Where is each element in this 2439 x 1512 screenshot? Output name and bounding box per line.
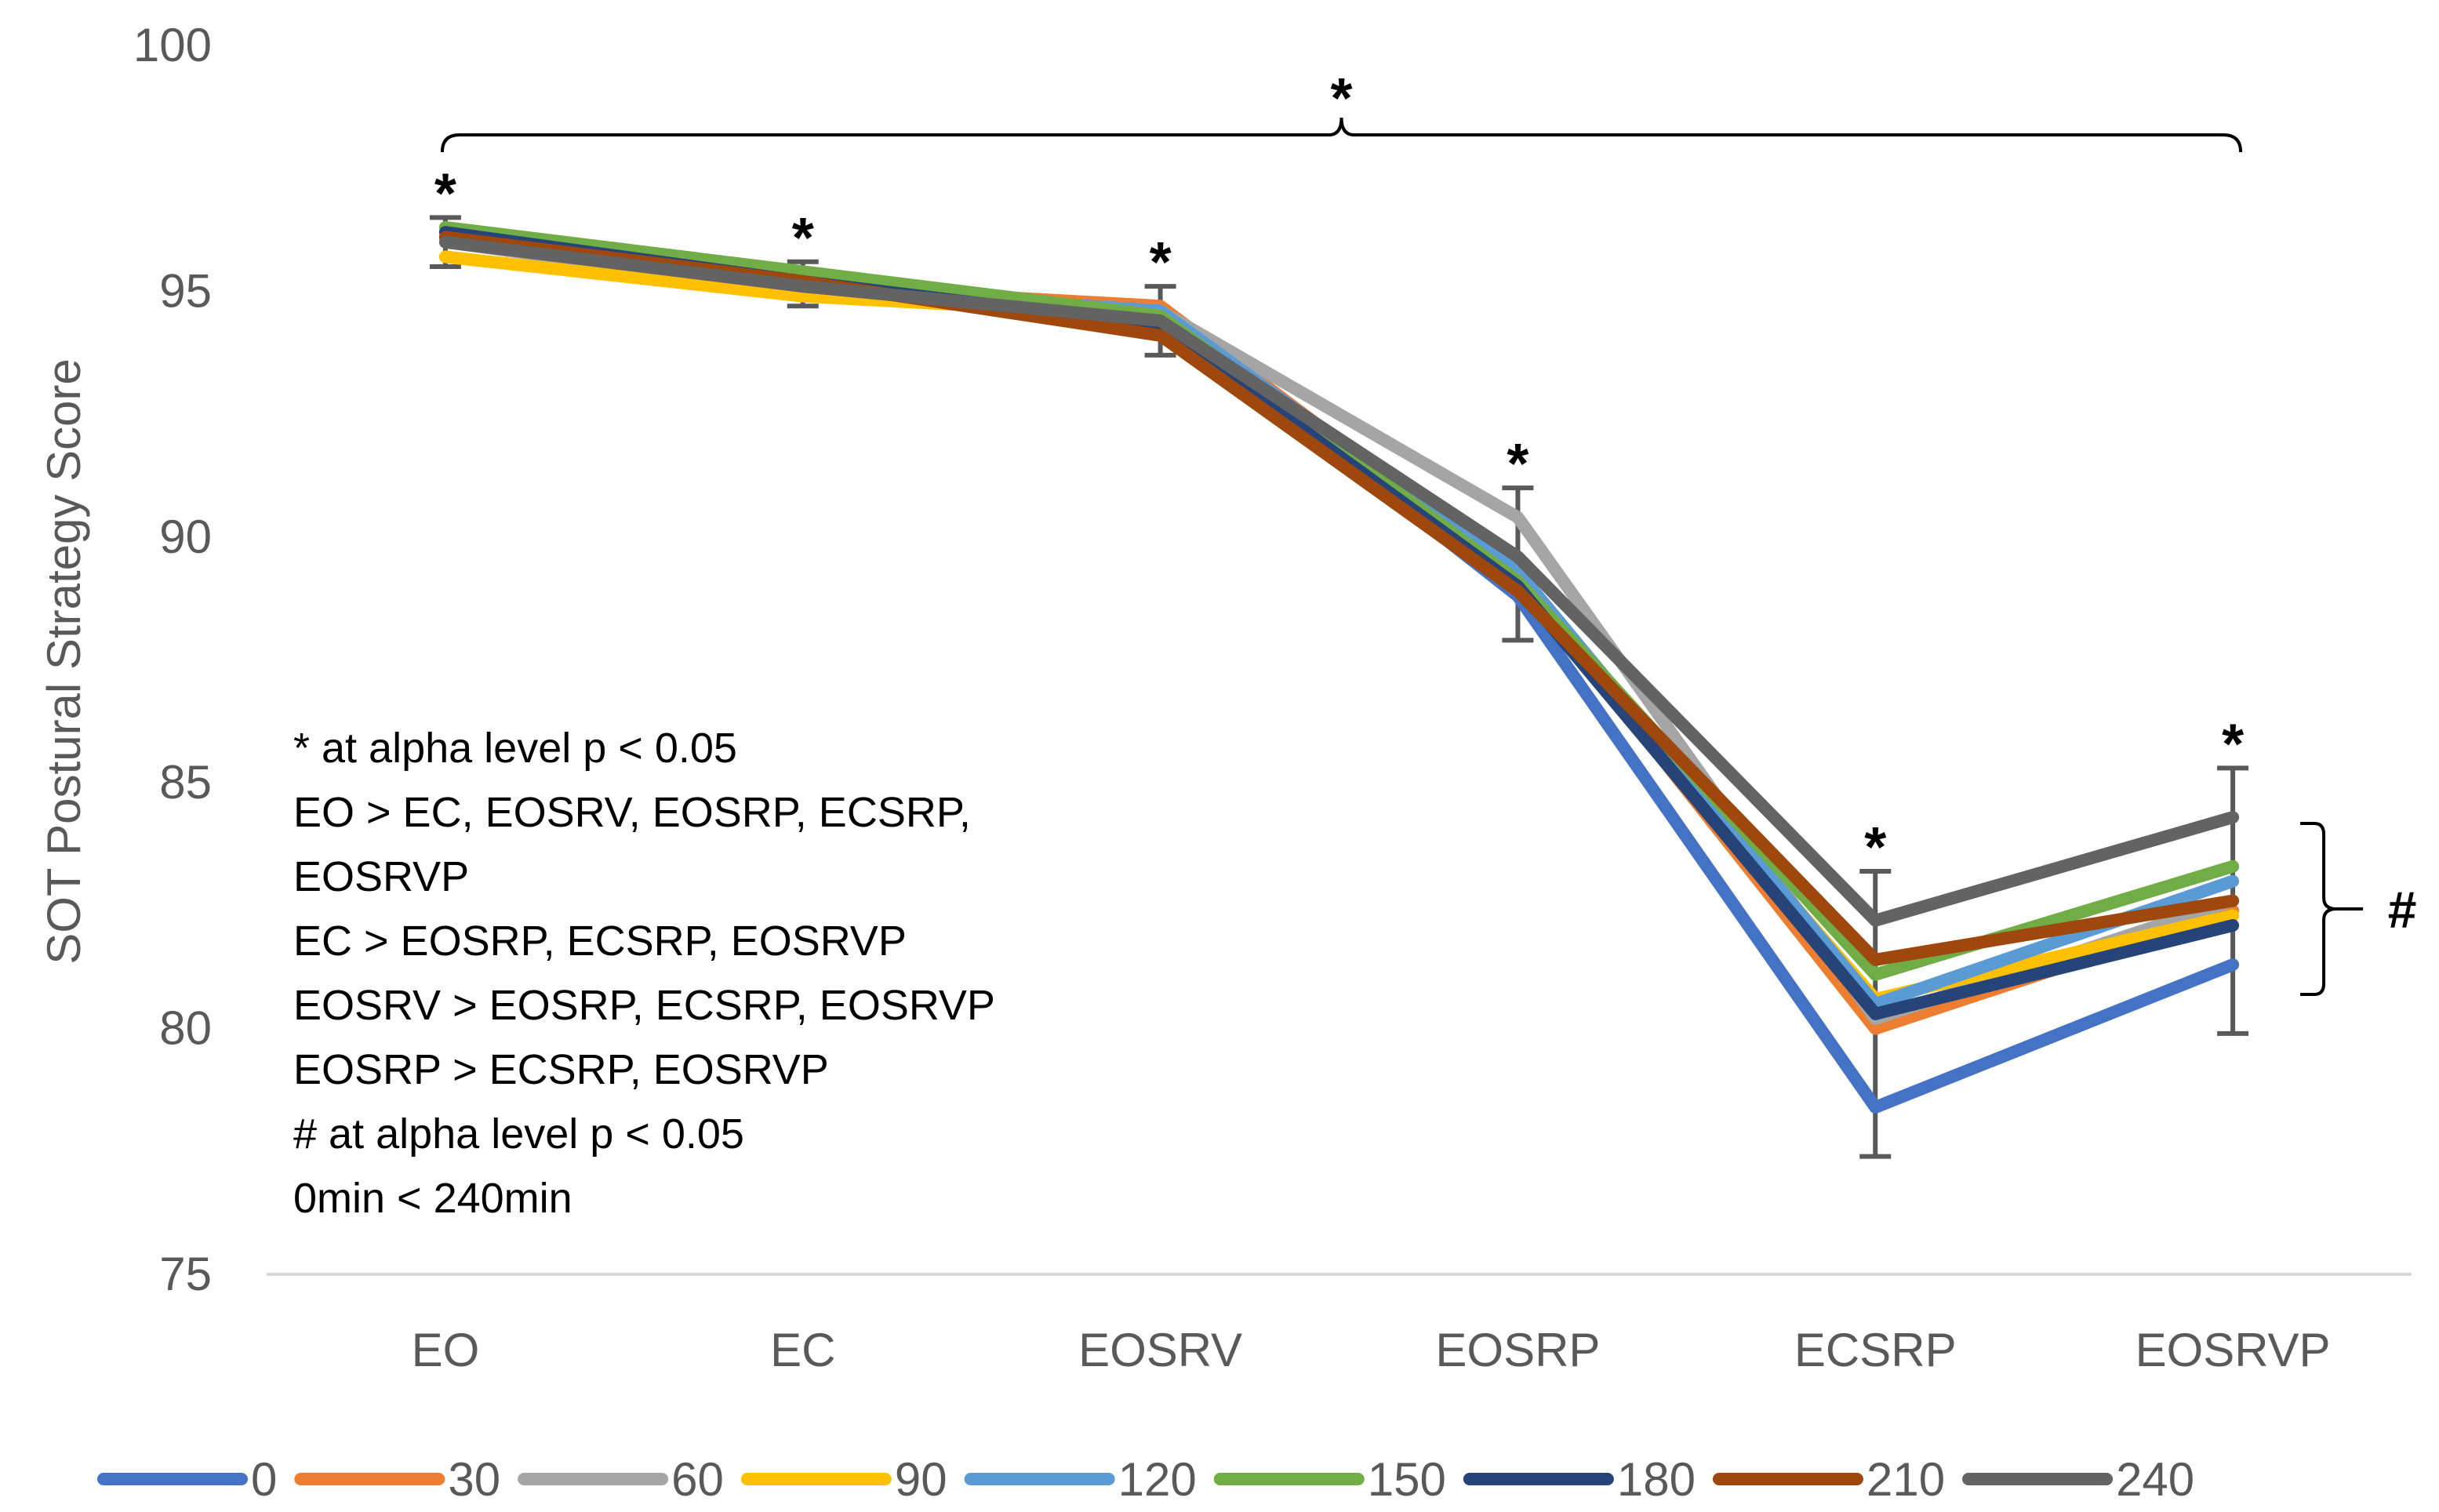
x-tick-label: ECSRP bbox=[1794, 1324, 1957, 1376]
annotation-line: EOSRP > ECSRP, EOSRVP bbox=[293, 1046, 829, 1093]
annotation-line: EOSRV > EOSRP, ECSRP, EOSRVP bbox=[293, 982, 995, 1029]
annotation-line: EO > EC, EOSRV, EOSRP, ECSRP, bbox=[293, 789, 971, 836]
annotation-line: EC > EOSRP, ECSRP, EOSRVP bbox=[293, 918, 907, 965]
y-tick-label: 80 bbox=[159, 1002, 212, 1055]
significance-star: * bbox=[1507, 433, 1528, 496]
y-tick-label: 90 bbox=[159, 511, 212, 563]
annotation-block: * at alpha level p < 0.05 EO > EC, EOSRV,… bbox=[293, 725, 995, 1222]
significance-star: * bbox=[2222, 713, 2244, 776]
y-tick-label: 85 bbox=[159, 756, 212, 809]
significance-group: * * * * * * * # bbox=[434, 67, 2417, 996]
side-bracket-label: # bbox=[2388, 881, 2417, 939]
legend-label-0: 0 bbox=[251, 1453, 277, 1506]
axes-group: 75 80 85 90 95 100 EO EC EOSRV EOSRP ECSRP EOSRVP SO… bbox=[38, 19, 2412, 1376]
annotation-line: EOSRVP bbox=[293, 853, 469, 900]
y-axis-title: SOT Postural Strategy Score bbox=[38, 358, 90, 965]
legend-label-30: 30 bbox=[448, 1453, 500, 1506]
annotation-line: * at alpha level p < 0.05 bbox=[293, 725, 737, 772]
x-tick-label: EC bbox=[770, 1324, 835, 1376]
significance-star: * bbox=[1150, 231, 1172, 294]
legend-label-120: 120 bbox=[1118, 1453, 1197, 1506]
legend-label-180: 180 bbox=[1617, 1453, 1696, 1506]
series-line-30 bbox=[438, 226, 2240, 1035]
annotation-line: # at alpha level p < 0.05 bbox=[293, 1110, 744, 1158]
series-line-60 bbox=[438, 235, 2240, 1026]
legend-label-240: 240 bbox=[2116, 1453, 2194, 1506]
x-tick-label: EOSRP bbox=[1435, 1324, 1600, 1376]
legend-label-60: 60 bbox=[671, 1453, 724, 1506]
series-group bbox=[438, 220, 2240, 1114]
y-tick-label: 75 bbox=[159, 1248, 212, 1300]
top-bracket bbox=[440, 117, 2243, 153]
x-tick-label: EOSRV bbox=[1078, 1324, 1242, 1376]
x-tick-label: EOSRVP bbox=[2135, 1324, 2331, 1376]
significance-star: * bbox=[1864, 816, 1886, 879]
annotation-line: 0min < 240min bbox=[293, 1175, 572, 1222]
y-tick-label: 100 bbox=[133, 19, 212, 71]
side-bracket bbox=[2300, 822, 2364, 996]
top-bracket-label: * bbox=[1330, 67, 1352, 130]
legend: 0 30 60 90 120 150 180 210 240 bbox=[97, 1453, 2194, 1506]
legend-label-210: 210 bbox=[1867, 1453, 1945, 1506]
x-tick-label: EO bbox=[412, 1324, 480, 1376]
series-line-240 bbox=[438, 235, 2240, 927]
series-line-90 bbox=[438, 250, 2240, 1005]
series-line-210 bbox=[438, 231, 2240, 966]
y-tick-label: 95 bbox=[159, 264, 212, 317]
legend-label-150: 150 bbox=[1368, 1453, 1446, 1506]
significance-star: * bbox=[434, 162, 456, 225]
significance-star: * bbox=[792, 207, 814, 270]
series-line-150 bbox=[438, 220, 2240, 981]
legend-label-90: 90 bbox=[895, 1453, 947, 1506]
